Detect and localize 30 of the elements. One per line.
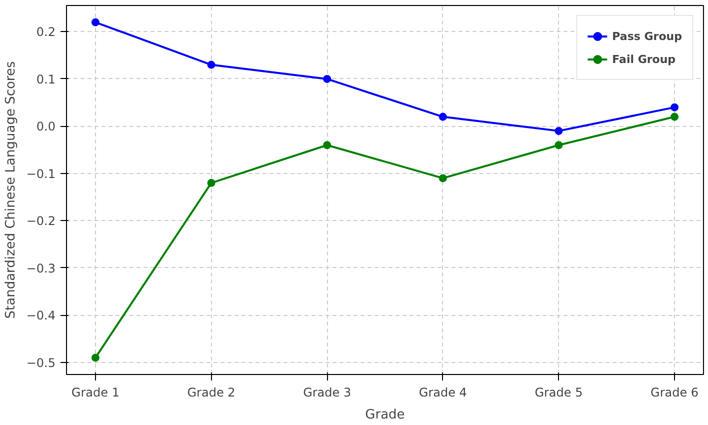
y-tick-label: −0.1 [26,166,56,181]
point [207,60,216,69]
x-tick-label: Grade 2 [187,386,236,400]
point [91,18,100,26]
x-tick-label: Grade 4 [418,386,467,400]
y-tick-label: 0.1 [36,72,56,86]
point [554,126,563,135]
point [323,141,332,150]
y-axis-title: Standardized Chinese Language Scores [3,61,18,319]
x-axis-title: Grade [365,408,405,422]
point [670,103,679,112]
y-tick-label: 0.0 [36,120,56,134]
x-tick-label: Grade 6 [650,386,699,400]
point [554,141,563,150]
legend-label: Fail Group [612,52,676,66]
y-tick-label: −0.5 [26,356,56,370]
point [207,178,216,187]
point [438,174,447,182]
y-tick-label: 0.2 [36,25,56,40]
point [323,74,332,83]
y-tick-label: −0.2 [26,214,56,228]
x-tick-label: Grade 3 [303,386,352,400]
point [91,354,100,362]
x-tick-label: Grade 5 [534,386,583,400]
point [670,112,679,121]
y-tick-label: −0.4 [26,308,56,323]
legend-label: Pass Group [612,30,682,42]
y-tick-label: −0.3 [26,261,56,276]
x-tick-label: Grade 1 [71,386,120,400]
point [438,112,447,121]
